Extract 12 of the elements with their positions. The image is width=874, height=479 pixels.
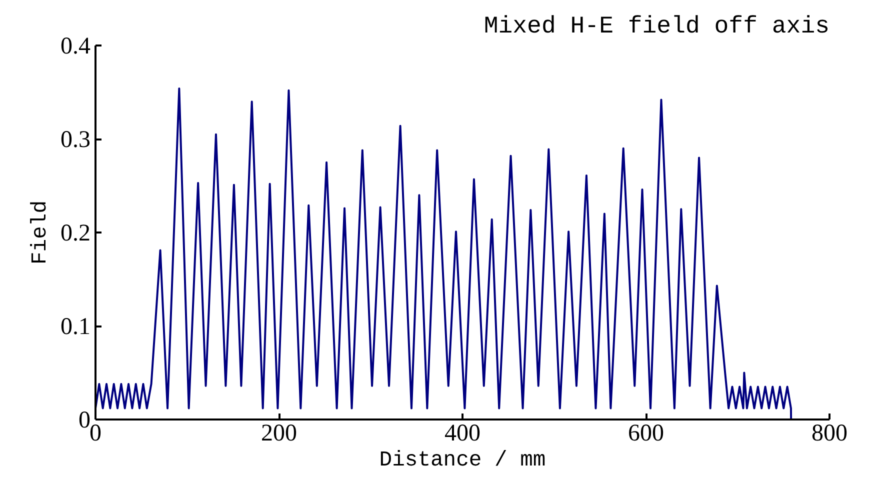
y-axis-title: Field xyxy=(28,200,52,264)
y-tick-label: 0.4 xyxy=(60,34,90,60)
x-tick-label: 400 xyxy=(444,420,480,446)
chart-title: Mixed H-E field off axis xyxy=(484,14,830,40)
y-tick-label: 0.2 xyxy=(60,220,90,246)
x-tick-label: 200 xyxy=(261,420,297,446)
line-series xyxy=(96,88,792,420)
y-tick-label: 0.1 xyxy=(60,314,90,340)
x-tick-label: 600 xyxy=(628,420,664,446)
x-tick-label: 800 xyxy=(812,420,848,446)
x-axis-title: Distance / mm xyxy=(379,448,546,472)
y-tick-label: 0.3 xyxy=(60,127,90,153)
